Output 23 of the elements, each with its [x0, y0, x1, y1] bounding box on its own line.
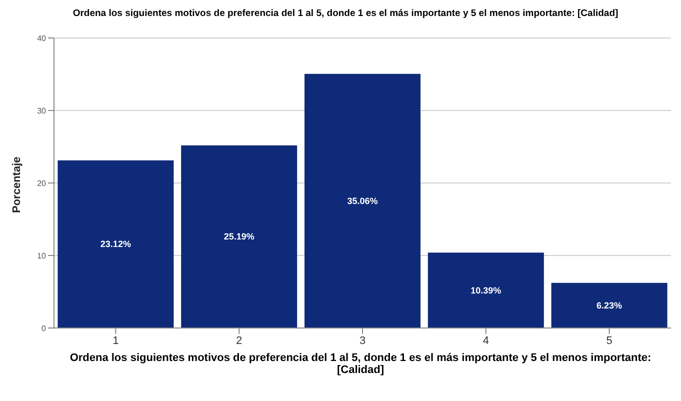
- y-tick-label: 0: [42, 324, 47, 333]
- x-axis-title: Ordena los siguientes motivos de preferencia del 1 al 5, donde 1 es el más importante y 5 el menos importante: [Calidad]: [68, 352, 652, 376]
- y-tick-label: 30: [37, 106, 47, 116]
- data-label: 25.19%: [224, 232, 254, 242]
- x-tick-label: 1: [112, 334, 119, 347]
- x-tick-label: 4: [482, 334, 489, 347]
- x-tick-label: 3: [359, 334, 366, 347]
- x-tick-label: 5: [606, 334, 612, 347]
- y-tick-label: 10: [37, 251, 47, 260]
- bar: [428, 252, 544, 328]
- y-axis-title: Porcentaje: [10, 156, 23, 213]
- bar: [181, 145, 298, 328]
- x-tick-label: 2: [236, 334, 242, 347]
- y-tick-label: 20: [37, 178, 47, 188]
- data-label: 10.39%: [470, 285, 502, 296]
- chart-title: Ordena los siguientes motivos de preferencia del 1 al 5, donde 1 es el más importante y 5 el menos importante: [Calidad]: [72, 8, 620, 21]
- bar: [551, 282, 668, 328]
- data-label: 23.12%: [100, 239, 131, 250]
- data-label: 35.06%: [347, 196, 378, 206]
- bar: [58, 160, 174, 328]
- y-tick-label: 40: [37, 34, 47, 43]
- bar: [304, 74, 420, 328]
- data-label: 6.23%: [596, 300, 622, 310]
